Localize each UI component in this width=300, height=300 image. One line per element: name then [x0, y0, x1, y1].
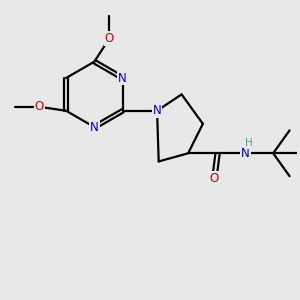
Text: N: N [118, 71, 127, 85]
Text: O: O [104, 32, 114, 45]
Text: N: N [153, 104, 161, 117]
Text: N: N [241, 147, 250, 160]
Text: O: O [34, 100, 44, 113]
Text: H: H [245, 138, 253, 148]
Text: O: O [210, 172, 219, 185]
Text: N: N [90, 121, 99, 134]
